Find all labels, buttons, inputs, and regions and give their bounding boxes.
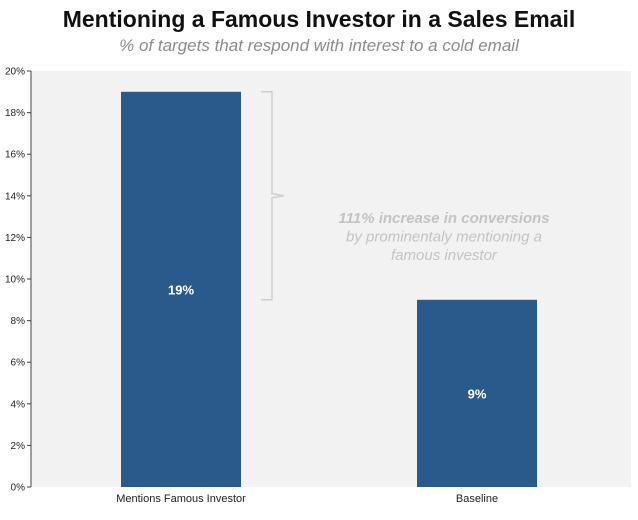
- y-tick-label: 6%: [11, 358, 26, 369]
- y-axis: 0% 2% 4% 6% 8% 10% 12% 14% 16% 18% 20%: [5, 67, 32, 494]
- annotation-text: 111% increase in conversions by prominent…: [338, 210, 549, 264]
- y-tick-label: 20%: [5, 67, 25, 78]
- y-tick-label: 4%: [11, 399, 26, 410]
- y-tick-label: 10%: [5, 275, 25, 286]
- bar-data-label: 19%: [168, 282, 194, 297]
- category-label: Mentions Famous Investor: [116, 493, 246, 505]
- annotation-line: famous investor: [391, 247, 498, 264]
- y-tick-label: 18%: [5, 108, 25, 119]
- bars: 19% 9%: [121, 91, 537, 488]
- y-tick-label: 8%: [11, 316, 26, 327]
- annotation-line: by prominentaly mentioning a: [346, 229, 542, 246]
- bar: [121, 91, 241, 488]
- y-tick-label: 0%: [11, 483, 26, 494]
- y-tick-label: 2%: [11, 441, 26, 452]
- annotation-line: 111% increase in conversions: [338, 210, 549, 227]
- y-tick-label: 12%: [5, 233, 25, 244]
- chart-title: Mentioning a Famous Investor in a Sales …: [62, 6, 576, 32]
- bar: [417, 299, 537, 487]
- chart-subtitle: % of targets that respond with interest …: [119, 36, 519, 55]
- category-label: Baseline: [456, 493, 498, 505]
- y-tick-label: 16%: [5, 150, 25, 161]
- bar-data-label: 9%: [468, 386, 487, 401]
- y-tick-label: 14%: [5, 191, 25, 202]
- annotation-bracket: [261, 91, 285, 301]
- x-axis: Mentions Famous Investor Baseline: [116, 493, 498, 505]
- bracket-line: [261, 91, 285, 301]
